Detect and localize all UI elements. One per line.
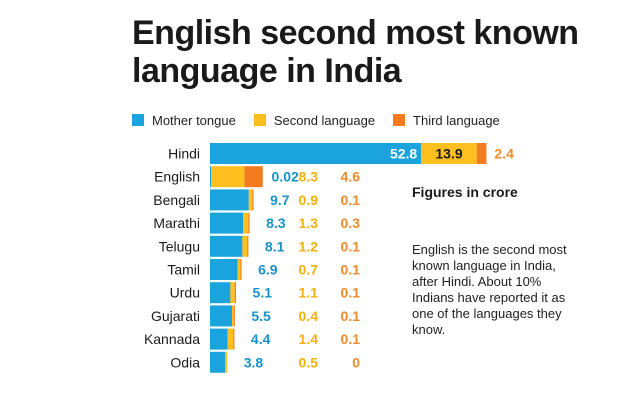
category-label-urdu: Urdu [170, 285, 200, 301]
bar-gujarati-mother-tongue [210, 305, 232, 327]
value-label-bengali-second-language: 0.9 [299, 192, 319, 208]
category-label-bengali: Bengali [153, 192, 200, 208]
legend-swatch-second-language [253, 114, 266, 126]
value-label-urdu-mother-tongue: 5.1 [253, 285, 273, 301]
bar-marathi-mother-tongue [210, 212, 244, 234]
value-label-telugu-second-language: 1.2 [299, 238, 319, 254]
legend-item-second-language: Second language [253, 112, 376, 128]
value-label-english-mother-tongue: 0.02 [272, 169, 299, 185]
bar-odia-second-language [225, 351, 228, 373]
category-label-marathi: Marathi [153, 215, 200, 231]
value-label-odia-mother-tongue: 3.8 [244, 354, 264, 370]
bar-tamil-second-language [237, 259, 241, 280]
value-label-hindi-second-language: 13.9 [435, 146, 462, 162]
bar-kannada-mother-tongue [210, 328, 228, 350]
value-label-marathi-second-language: 1.3 [299, 215, 319, 231]
bar-hindi-third-language [476, 143, 487, 164]
legend-item-mother-tongue: Mother tongue [132, 113, 236, 128]
bar-tamil-mother-tongue [210, 259, 238, 280]
value-label-urdu-second-language: 1.1 [299, 285, 319, 301]
legend-swatch-mother-tongue [132, 114, 144, 126]
legend-item-third-language: Third language [393, 113, 500, 128]
category-label-odia: Odia [170, 354, 200, 370]
bar-english-third-language [244, 166, 263, 188]
category-label-tamil: Tamil [167, 262, 200, 278]
bar-urdu-third-language [234, 282, 236, 304]
value-label-hindi-mother-tongue: 52.8 [390, 146, 417, 162]
value-label-odia-second-language: 0.5 [299, 354, 319, 370]
bar-telugu-mother-tongue [210, 235, 243, 257]
bar-urdu-mother-tongue [210, 282, 231, 304]
value-label-bengali-mother-tongue: 9.7 [270, 192, 290, 208]
value-label-hindi-third-language: 2.4 [494, 146, 514, 162]
bar-gujarati-second-language [232, 305, 234, 327]
value-label-english-third-language: 4.6 [341, 169, 361, 185]
value-label-tamil-mother-tongue: 6.9 [258, 262, 278, 278]
value-label-tamil-third-language: 0.1 [341, 262, 361, 278]
value-label-urdu-third-language: 0.1 [341, 285, 361, 301]
legend: Mother tongue Second language Third lang… [132, 110, 518, 130]
category-label-hindi: Hindi [168, 146, 200, 162]
bar-telugu-third-language [247, 235, 249, 257]
value-label-bengali-third-language: 0.1 [341, 192, 361, 208]
value-label-tamil-second-language: 0.7 [299, 262, 319, 278]
category-label-gujarati: Gujarati [151, 308, 200, 324]
bar-tamil-third-language [240, 259, 242, 280]
legend-swatch-third-language [393, 114, 406, 126]
legend-label-mother-tongue: Mother tongue [152, 112, 236, 128]
bar-telugu-second-language [242, 235, 248, 257]
bar-gujarati-third-language [233, 305, 235, 327]
value-label-english-second-language: 8.3 [299, 169, 319, 185]
category-label-english: English [154, 169, 200, 185]
value-label-telugu-third-language: 0.1 [341, 238, 361, 254]
legend-label-third-language: Third language [413, 112, 500, 128]
bar-english-mother-tongue [210, 166, 212, 188]
bar-kannada-second-language [227, 328, 234, 350]
value-label-marathi-third-language: 0.3 [341, 215, 361, 231]
bar-marathi-second-language [243, 212, 249, 234]
value-label-gujarati-third-language: 0.1 [341, 308, 361, 324]
figures-unit-note: Figures in crore [412, 184, 518, 200]
annotation-text: English is the second most known languag… [412, 242, 567, 337]
value-label-marathi-mother-tongue: 8.3 [266, 215, 286, 231]
bar-odia-mother-tongue [210, 351, 226, 373]
bar-hindi-mother-tongue [210, 143, 422, 164]
value-label-gujarati-mother-tongue: 5.5 [251, 308, 271, 324]
category-label-telugu: Telugu [159, 238, 200, 254]
bar-bengali-second-language [248, 189, 253, 211]
value-label-kannada-mother-tongue: 4.4 [251, 331, 271, 347]
legend-label-second-language: Second language [273, 112, 376, 128]
bar-bengali-third-language [252, 189, 254, 211]
value-label-kannada-second-language: 1.4 [299, 331, 319, 347]
chart-title: English second most known language in In… [132, 14, 579, 90]
value-label-odia-third-language: 0 [352, 354, 360, 370]
bar-bengali-mother-tongue [210, 189, 249, 211]
category-label-kannada: Kannada [144, 331, 200, 347]
bar-marathi-third-language [248, 212, 250, 234]
bar-urdu-second-language [230, 282, 235, 304]
value-label-gujarati-second-language: 0.4 [299, 308, 319, 324]
value-label-telugu-mother-tongue: 8.1 [265, 238, 285, 254]
bar-kannada-third-language [233, 328, 235, 350]
value-label-kannada-third-language: 0.1 [341, 331, 361, 347]
bar-hindi-second-language [421, 143, 477, 164]
bar-english-second-language [211, 166, 245, 188]
